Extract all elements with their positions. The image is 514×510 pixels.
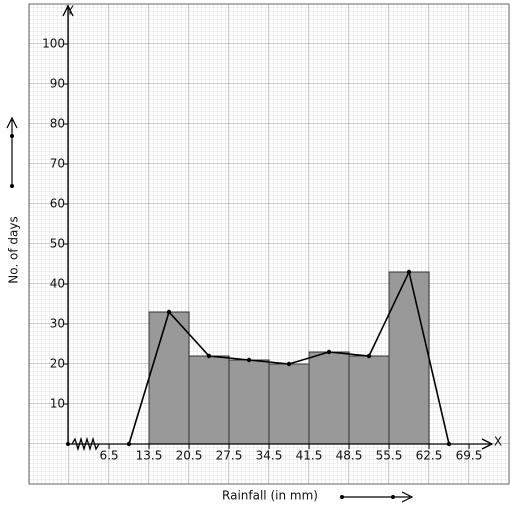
x-tick-label: 34.5	[256, 449, 283, 463]
bar	[348, 355, 390, 445]
y-tick-label: 80	[50, 117, 65, 131]
decor-arrows	[6, 116, 414, 503]
decor-dot	[391, 495, 395, 499]
y-axis-label: No. of days	[7, 216, 21, 283]
bar	[188, 355, 230, 445]
polygon-point	[206, 353, 212, 359]
bar	[148, 311, 190, 445]
bar	[388, 271, 430, 445]
x-tick-label: 13.5	[136, 449, 163, 463]
x-tick-label: 27.5	[216, 449, 243, 463]
y-tick-label: 50	[50, 237, 65, 251]
y-tick-label: 30	[50, 317, 65, 331]
bar	[268, 363, 310, 445]
x-tick-label: 48.5	[336, 449, 363, 463]
y-tick-label: 70	[50, 157, 65, 171]
polygon-point	[286, 361, 292, 367]
bar	[308, 351, 350, 445]
y-tick-label: 90	[50, 77, 65, 91]
x-tick-label: 6.5	[99, 449, 118, 463]
y-tick-label: 60	[50, 197, 65, 211]
axes	[62, 4, 494, 452]
x-tick-label: 62.5	[416, 449, 443, 463]
y-tick-label: 100	[42, 37, 65, 51]
y-tick-label: 20	[50, 357, 65, 371]
polygon-point	[366, 353, 372, 359]
x-tick-label: 69.5	[456, 449, 483, 463]
y-tick-label: 10	[50, 397, 65, 411]
x-axis-label: Rainfall (in mm)	[222, 489, 318, 503]
polygon-point	[406, 269, 412, 275]
polygon-point	[166, 309, 172, 315]
decor-dot	[10, 134, 14, 138]
polygon-point	[326, 349, 332, 355]
decor-dot	[10, 184, 14, 188]
plot: 10 20 30 40 50 60 70 80 90 100 6.5 13.5 20.5 27.5 34.5…	[42, 37, 482, 463]
polygon-point	[246, 357, 252, 363]
bar	[228, 359, 270, 445]
x-axis-letter: X	[494, 435, 502, 449]
x-tick-label: 41.5	[296, 449, 323, 463]
x-tick-label: 20.5	[176, 449, 203, 463]
y-tick-label: 40	[50, 277, 65, 291]
origin-dot	[66, 442, 70, 446]
decor-dot	[340, 495, 344, 499]
x-tick-label: 55.5	[376, 449, 403, 463]
